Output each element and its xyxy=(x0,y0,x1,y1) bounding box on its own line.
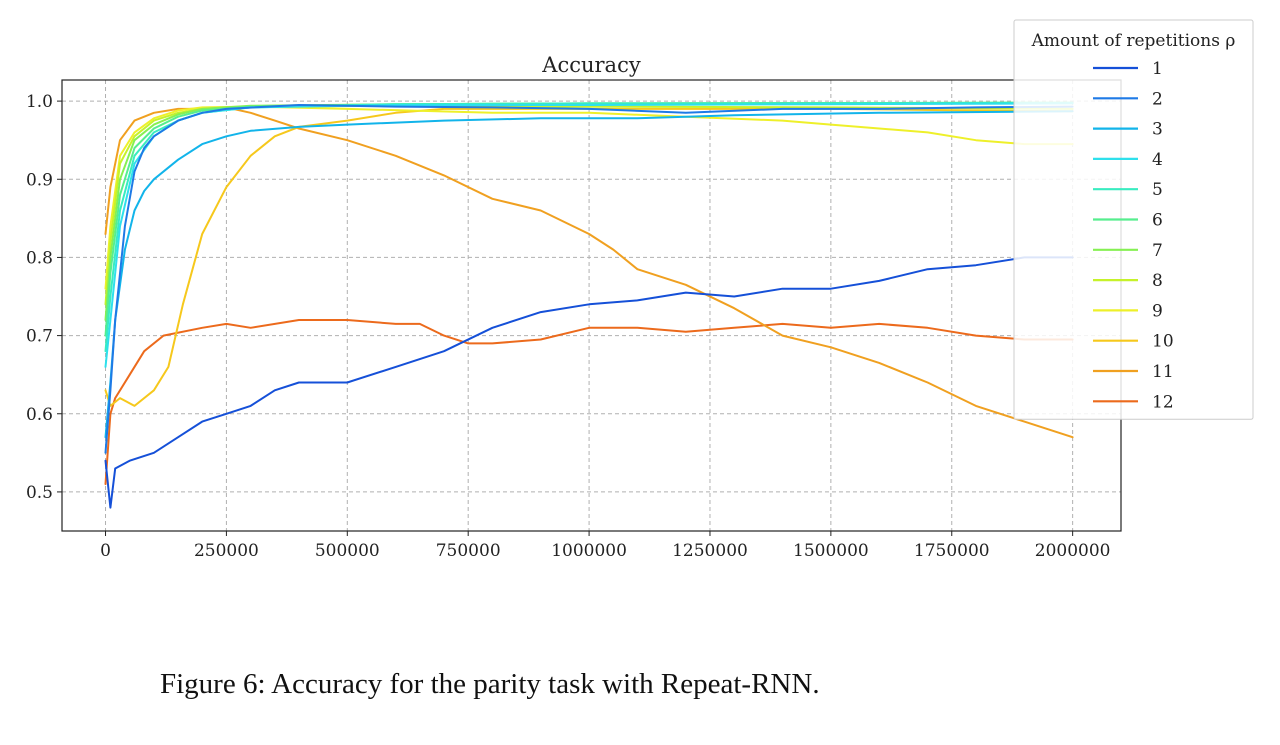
x-tick-label: 250000 xyxy=(194,541,259,561)
chart-grid xyxy=(62,80,1121,531)
y-tick-label: 1.0 xyxy=(26,92,53,112)
x-tick-label: 750000 xyxy=(436,541,501,561)
series-line-9 xyxy=(104,105,1074,290)
x-tick-label: 1250000 xyxy=(672,541,748,561)
legend-label-8: 8 xyxy=(1152,271,1163,291)
x-tick-label: 0 xyxy=(100,541,111,561)
legend-label-11: 11 xyxy=(1152,362,1174,382)
y-tick-label: 0.5 xyxy=(26,483,53,503)
legend-label-3: 3 xyxy=(1152,120,1163,140)
x-tick-label: 500000 xyxy=(315,541,380,561)
y-tick-label: 0.6 xyxy=(26,405,53,425)
chart-axes-ticks: 0 250000 500000 750000 1000000 1250000 1500000… xyxy=(26,92,1111,561)
series-line-7 xyxy=(104,101,1074,321)
series-line-2 xyxy=(104,104,1074,454)
series-line-11 xyxy=(104,106,1074,439)
legend-label-12: 12 xyxy=(1152,392,1174,412)
y-tick-label: 0.8 xyxy=(26,248,53,268)
x-tick-label: 1500000 xyxy=(793,541,869,561)
y-tick-label: 0.7 xyxy=(26,327,53,347)
legend-label-9: 9 xyxy=(1152,301,1163,321)
series-line-12 xyxy=(104,319,1074,486)
legend-label-7: 7 xyxy=(1152,241,1163,261)
legend-label-10: 10 xyxy=(1152,332,1174,352)
legend-label-4: 4 xyxy=(1152,150,1163,170)
chart-title: Accuracy xyxy=(541,53,641,77)
series-line-10 xyxy=(104,107,1074,407)
series-line-8 xyxy=(104,104,1074,306)
legend-label-1: 1 xyxy=(1152,59,1163,79)
series-line-1 xyxy=(104,256,1074,509)
legend-label-6: 6 xyxy=(1152,211,1163,231)
x-tick-label: 1750000 xyxy=(914,541,990,561)
x-tick-label: 1000000 xyxy=(551,541,627,561)
y-tick-label: 0.9 xyxy=(26,170,53,190)
legend-label-2: 2 xyxy=(1152,89,1163,109)
figure-caption: Figure 6: Accuracy for the parity task w… xyxy=(160,668,820,700)
x-tick-label: 2000000 xyxy=(1035,541,1111,561)
legend-label-5: 5 xyxy=(1152,180,1163,200)
series-line-3 xyxy=(104,110,1074,439)
legend-title: Amount of repetitions ρ xyxy=(1031,31,1236,51)
chart-series-lines xyxy=(104,101,1074,509)
plot-area-frame xyxy=(61,79,1122,532)
